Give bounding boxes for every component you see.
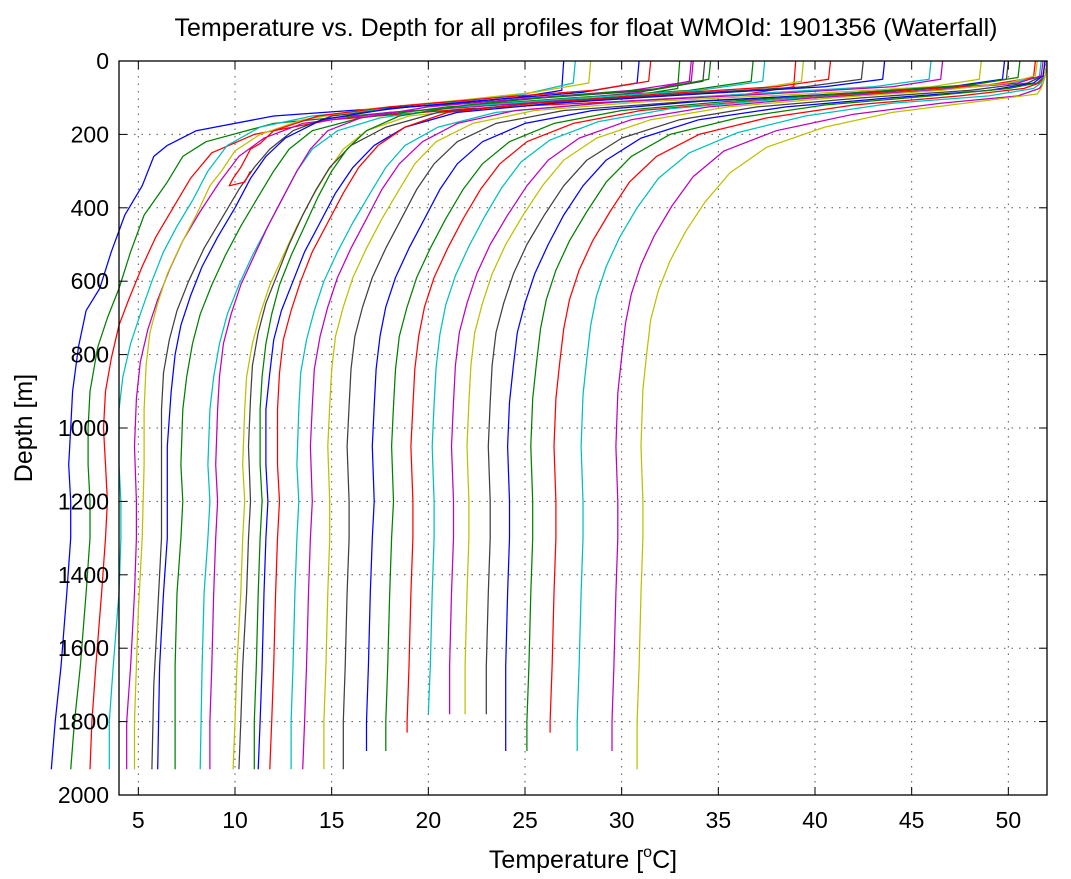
x-axis-label-end: C] (652, 846, 677, 874)
x-tick-label: 15 (319, 807, 345, 833)
y-tick-label: 400 (71, 195, 109, 221)
y-tick-label: 1600 (58, 635, 109, 661)
grid-lines (119, 60, 1047, 796)
profile-line (636, 60, 1048, 770)
profile-line (342, 60, 1009, 770)
profile-line (505, 60, 1046, 751)
profile-line (89, 60, 797, 770)
x-tick-label: 25 (512, 807, 538, 833)
x-tick-label: 10 (222, 807, 248, 833)
profile-line (464, 60, 1038, 715)
y-tick-label: 0 (96, 48, 109, 74)
profile-line (133, 60, 592, 770)
y-tick-label: 600 (71, 268, 109, 294)
profile-line (576, 60, 1048, 751)
profile-line (238, 60, 864, 770)
profile-line (209, 60, 694, 770)
profile-line (448, 60, 1044, 715)
profile-line (50, 60, 565, 770)
y-tick-label: 1800 (58, 709, 109, 735)
y-tick-label: 800 (71, 342, 109, 368)
profile-line (365, 60, 1006, 751)
y-tick-label: 1200 (58, 488, 109, 514)
profile-line (485, 60, 1046, 715)
profile-lines (50, 60, 1048, 770)
y-tick-label: 1400 (58, 562, 109, 588)
profile-line (199, 60, 766, 770)
x-axis-label: Temperature [oC] (489, 844, 677, 874)
profile-line (257, 60, 886, 770)
profile-line (611, 60, 1048, 751)
x-tick-label: 45 (899, 807, 925, 833)
profile-line (526, 60, 1048, 751)
profile-line (302, 60, 944, 770)
x-tick-label: 20 (416, 807, 442, 833)
profile-line (406, 60, 1037, 733)
profile-line (228, 60, 652, 187)
profile-line (253, 60, 712, 770)
profile-line (549, 60, 1048, 733)
profile-line (269, 60, 832, 770)
profile-line (427, 60, 1042, 715)
profile-line (323, 60, 982, 770)
profile-line (174, 60, 754, 770)
x-tick-label: 40 (802, 807, 828, 833)
x-axis-label-sup: o (643, 844, 652, 861)
profile-line (290, 60, 932, 770)
x-tick-label: 35 (706, 807, 732, 833)
chart-title: Temperature vs. Depth for all profiles f… (174, 14, 997, 42)
profile-line (157, 60, 640, 770)
y-tick-label: 200 (71, 121, 109, 147)
x-tick-label: 30 (609, 807, 635, 833)
y-tick-label: 2000 (58, 782, 109, 808)
axis-ticks: 5 10 15 20 25 30 35 40 45 50 0 200 400 600 800 1000 1200… (58, 48, 1047, 833)
x-tick-label: 50 (996, 807, 1022, 833)
x-tick-label: 5 (132, 807, 145, 833)
x-axis-label-main: Temperature [ (489, 846, 643, 874)
profile-line (385, 60, 1021, 751)
y-axis-label: Depth [m] (10, 374, 38, 482)
y-tick-label: 1000 (58, 415, 109, 441)
